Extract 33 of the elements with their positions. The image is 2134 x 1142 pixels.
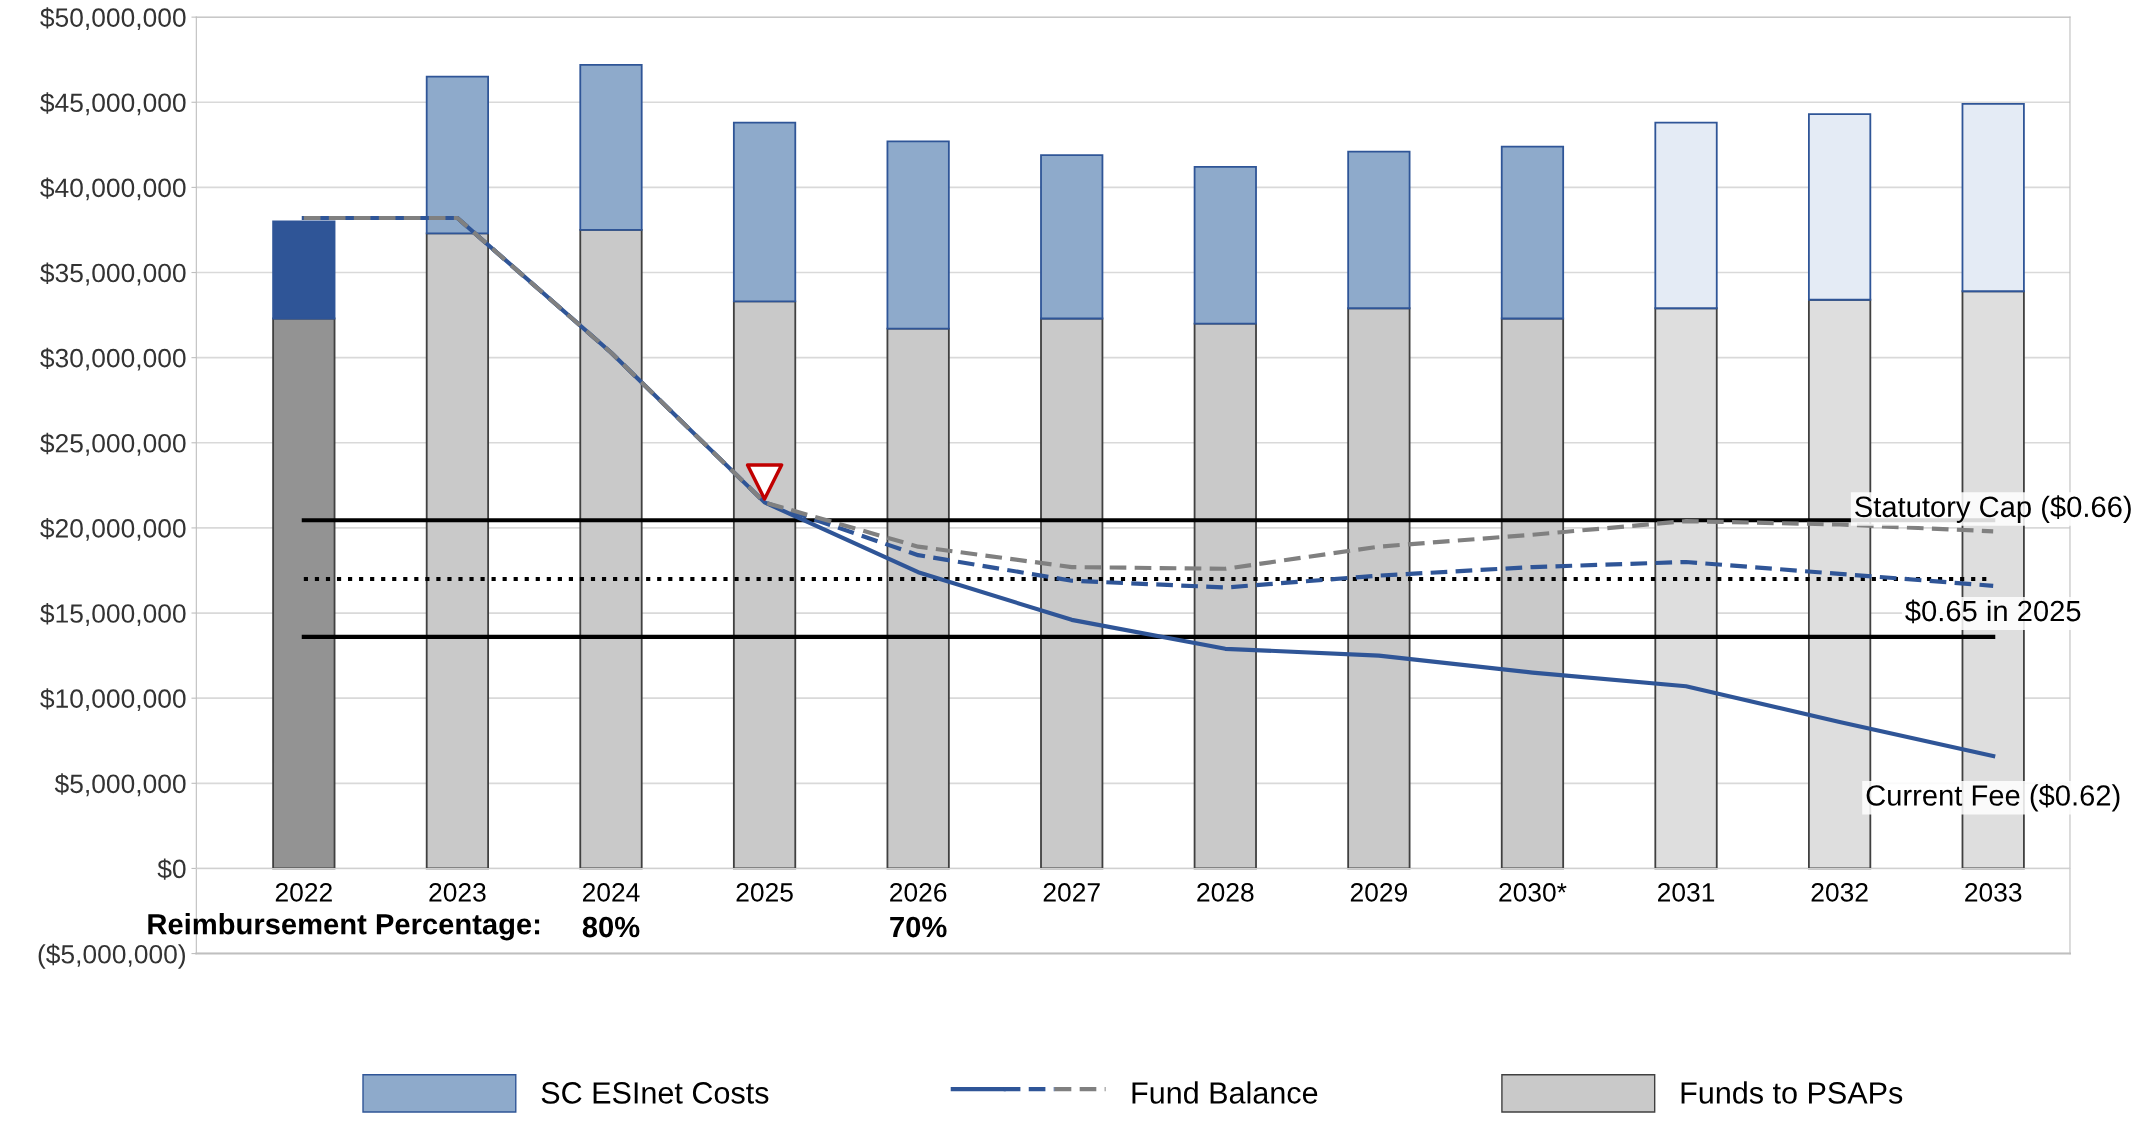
y-tick-label: $45,000,000 bbox=[40, 92, 186, 116]
series-label: Current Fee ($0.62) bbox=[1866, 783, 2120, 812]
y-tick-label: $20,000,000 bbox=[40, 517, 186, 541]
y-tick-label: $50,000,000 bbox=[40, 7, 186, 31]
legend-label: SC ESInet Costs bbox=[541, 1082, 769, 1104]
annotation: 70% bbox=[890, 916, 947, 938]
y-tick-label: $10,000,000 bbox=[40, 688, 186, 712]
annotation: Reimbursement Percentage: bbox=[148, 913, 540, 941]
text: Fund Balance bbox=[1132, 1081, 1318, 1104]
x-tick-label: 2025 bbox=[736, 883, 793, 902]
x-tick-label: 2029 bbox=[1350, 883, 1407, 902]
x-tick-label: 2022 bbox=[275, 883, 332, 902]
x-tick-label: 2026 bbox=[890, 883, 947, 902]
x-tick-label: 2024 bbox=[582, 883, 640, 902]
legend-label: Funds to PSAPs bbox=[1681, 1081, 1903, 1104]
x-tick-label: 2033 bbox=[1965, 883, 2022, 902]
series-label: $0.65 in 2025 bbox=[1905, 599, 2081, 624]
x-tick-label: 2030* bbox=[1499, 883, 1567, 902]
y-tick-label: $30,000,000 bbox=[40, 347, 186, 371]
series-label: Statutory Cap ($0.66) bbox=[1855, 495, 2131, 523]
y-tick-label: $40,000,000 bbox=[40, 177, 186, 201]
y-tick-label: $15,000,000 bbox=[40, 603, 186, 626]
x-tick-label: 2023 bbox=[429, 883, 486, 902]
y-tick-label: $25,000,000 bbox=[40, 432, 186, 456]
annotation: 80% bbox=[582, 916, 640, 938]
y-tick-label: $5,000,000 bbox=[54, 773, 186, 797]
x-tick-label: 2027 bbox=[1043, 883, 1100, 902]
y-tick-label: $0 bbox=[157, 858, 186, 880]
y-tick-label: $35,000,000 bbox=[40, 262, 186, 286]
y-tick-label: ($5,000,000) bbox=[38, 943, 185, 969]
x-tick-label: 2028 bbox=[1197, 883, 1254, 902]
x-tick-label: 2032 bbox=[1811, 883, 1868, 902]
x-tick-label: 2031 bbox=[1658, 883, 1715, 902]
